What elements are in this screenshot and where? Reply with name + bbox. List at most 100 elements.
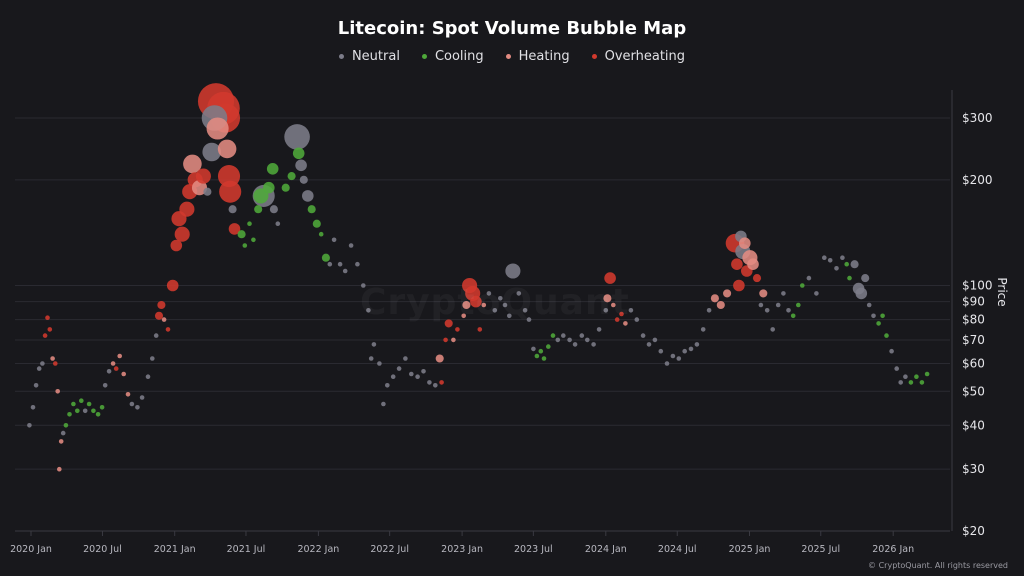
bubble-heating [451, 337, 456, 343]
bubble-cooling [312, 219, 321, 228]
bubble-cooling [251, 237, 256, 243]
bubble-neutral [502, 302, 508, 308]
bubble-neutral [299, 175, 308, 184]
bubble-neutral [139, 395, 145, 400]
gridlines [15, 117, 950, 532]
bubble-neutral [492, 308, 498, 313]
bubble-cooling [91, 408, 96, 414]
bubble-neutral [652, 337, 658, 343]
bubble-neutral [385, 383, 390, 388]
bubble-overheating [733, 279, 745, 292]
y-tick-label: $40 [962, 418, 985, 432]
y-tick-label: $200 [962, 173, 993, 187]
bubble-neutral [850, 260, 859, 269]
bubble-heating [217, 139, 237, 159]
bubble-neutral [361, 283, 366, 288]
bubble-neutral [898, 380, 903, 385]
bubble-heating [110, 361, 116, 366]
bubble-overheating [174, 226, 190, 242]
bubble-overheating [179, 201, 195, 217]
bubble-neutral [433, 383, 438, 388]
bubble-neutral [377, 361, 382, 366]
bubble-cooling [253, 188, 269, 204]
bubble-overheating [45, 315, 50, 321]
bubble-neutral [396, 366, 402, 371]
bubble-neutral [781, 291, 786, 296]
bubble-neutral [646, 342, 652, 347]
bubble-neutral [342, 268, 348, 274]
y-tick-label: $300 [962, 111, 993, 125]
bubble-neutral [567, 337, 572, 343]
y-tick-label: $90 [962, 295, 985, 309]
bubble-neutral [348, 243, 354, 248]
bubble-neutral [153, 333, 159, 338]
chart-title: Litecoin: Spot Volume Bubble Map [337, 18, 687, 39]
bubble-overheating [157, 300, 166, 310]
bubble-neutral [381, 401, 386, 407]
bubble-heating [739, 237, 751, 249]
bubble-overheating [444, 319, 453, 328]
bubble-neutral [806, 275, 812, 281]
bubble-neutral [135, 405, 140, 410]
y-tick-label: $50 [962, 384, 985, 398]
bubble-neutral [585, 337, 590, 343]
bubble-neutral [129, 401, 135, 407]
legend-item-cooling[interactable]: Cooling [421, 49, 484, 64]
bubble-neutral [403, 356, 408, 361]
bubble-neutral [688, 346, 694, 352]
x-tick-label: 2024 Jan [585, 544, 627, 555]
bubble-heating [759, 289, 768, 298]
bubble-neutral [60, 430, 66, 436]
legend-item-overheating[interactable]: Overheating [591, 49, 685, 64]
bubble-overheating [170, 239, 183, 252]
bubble-neutral [786, 308, 791, 313]
bubble-neutral [371, 342, 377, 347]
bubble-neutral [295, 159, 307, 172]
legend-item-heating[interactable]: Heating [505, 49, 570, 64]
bubble-cooling [263, 181, 275, 194]
bubble-heating [747, 258, 759, 271]
bubble-cooling [546, 344, 551, 349]
bubble-neutral [331, 237, 337, 243]
x-tick-label: 2021 Jan [154, 544, 196, 555]
bubble-neutral [82, 408, 88, 414]
bubble-heating [723, 289, 732, 298]
bubble-heating [50, 356, 55, 361]
bubble-heating [125, 392, 131, 397]
bubble-neutral [106, 369, 112, 374]
bubble-overheating [154, 311, 164, 320]
bubble-neutral [871, 313, 876, 319]
bubble-heating [716, 300, 725, 310]
bubble-cooling [924, 371, 930, 377]
bubble-cooling [95, 412, 101, 417]
bubble-neutral [676, 356, 682, 361]
bubble-neutral [861, 274, 870, 283]
copyright-footer: © CryptoQuant. All rights reserved [868, 561, 1008, 570]
bubble-neutral [814, 291, 819, 296]
bubble-neutral [855, 287, 868, 300]
y-tick-label: $60 [962, 356, 985, 370]
bubble-overheating [439, 380, 444, 385]
legend-item-neutral[interactable]: Neutral [338, 49, 400, 64]
bubble-overheating [614, 317, 620, 322]
y-axis-label: Price [995, 277, 1009, 306]
bubble-neutral [822, 255, 827, 260]
y-tick-label: $20 [962, 524, 985, 538]
y-tick-label: $80 [962, 313, 985, 327]
bubble-cooling [79, 398, 84, 404]
bubble-cooling [71, 401, 76, 407]
bubble-heating [611, 302, 616, 308]
bubble-neutral [572, 342, 578, 347]
overheating-dot-icon [591, 54, 597, 59]
bubble-neutral [275, 221, 281, 226]
bubble-neutral [561, 333, 566, 338]
x-tick-label: 2026 Jan [872, 544, 914, 555]
bubble-neutral [337, 261, 343, 267]
bubble-overheating [455, 327, 460, 332]
bubble-neutral [700, 327, 706, 332]
bubble-overheating [604, 272, 616, 284]
x-tick-label: 2023 Jan [441, 544, 483, 555]
bubble-cooling [800, 283, 805, 288]
bubble-overheating [219, 180, 242, 203]
bubble-cooling [919, 380, 925, 385]
